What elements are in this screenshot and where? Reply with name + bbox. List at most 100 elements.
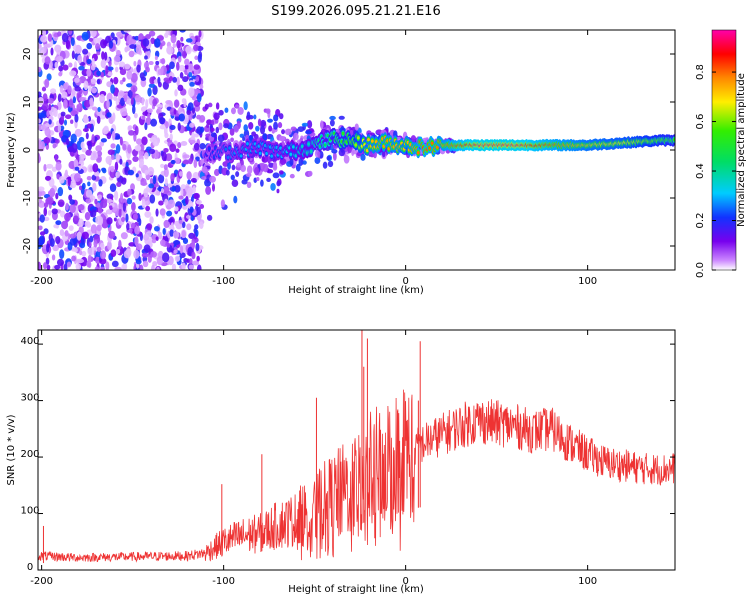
heatmap-noise-cell	[49, 238, 55, 247]
heatmap-noise-cell	[165, 99, 173, 105]
heatmap-noise-cell	[48, 103, 52, 111]
heatmap-noise-cell	[178, 113, 185, 122]
x-tick-label: -100	[212, 576, 235, 587]
heatmap-noise-cell	[61, 32, 69, 43]
heatmap-fuzz-cell	[276, 188, 280, 194]
heatmap-noise-cell	[159, 124, 167, 130]
heatmap-ridge-core	[382, 144, 386, 148]
heatmap-fuzz-cell	[231, 164, 236, 171]
heatmap-fuzz-cell	[281, 129, 286, 135]
heatmap-fuzz-cell	[225, 169, 230, 176]
heatmap-noise-cell	[178, 219, 184, 224]
heatmap-noise-cell	[60, 111, 66, 117]
heatmap-fuzz-cell	[217, 134, 225, 143]
heatmap-noise-cell	[43, 43, 47, 54]
heatmap-noise-cell	[193, 44, 199, 52]
heatmap-ridge-core	[246, 142, 249, 146]
heatmap-noise-cell	[151, 238, 157, 244]
heatmap-fuzz-cell	[295, 163, 301, 172]
heatmap-noise-cell	[88, 241, 92, 248]
heatmap-noise-cell	[177, 55, 182, 63]
heatmap-noise-cell	[79, 242, 86, 249]
heatmap-noise-cell	[118, 208, 122, 218]
heatmap-noise-cell	[145, 98, 149, 109]
heatmap-noise-cell	[171, 263, 177, 270]
heatmap-noise-cell	[112, 112, 116, 122]
heatmap-noise-cell	[164, 198, 169, 206]
heatmap-noise-cell	[169, 124, 176, 131]
heatmap-noise-cell	[139, 143, 145, 152]
heatmap-noise-cell	[193, 64, 200, 70]
y-tick-label: 0	[22, 147, 33, 153]
heatmap-fuzz-cell	[298, 157, 304, 167]
heatmap-noise-cell	[178, 171, 183, 177]
heatmap-fuzz-cell	[273, 121, 278, 130]
heatmap-noise-cell	[163, 167, 169, 178]
heatmap-noise-cell	[172, 43, 176, 48]
heatmap-noise-cell	[140, 181, 148, 186]
heatmap-noise-cell	[91, 57, 95, 67]
heatmap-noise-cell	[89, 97, 94, 107]
heatmap-noise-cell	[53, 224, 60, 229]
heatmap-noise-cell	[184, 58, 190, 66]
heatmap-noise-cell	[109, 165, 115, 173]
heatmap-noise-cell	[116, 248, 121, 254]
heatmap-noise-cell	[174, 206, 179, 212]
heatmap-noise-cell	[181, 262, 186, 270]
heatmap-fuzz-cell	[206, 119, 213, 125]
heatmap-noise-cell	[88, 37, 94, 42]
heatmap-noise-cell	[153, 225, 160, 232]
heatmap-fuzz-cell	[206, 123, 210, 128]
heatmap-noise-cell	[145, 205, 151, 212]
heatmap-noise-cell	[59, 229, 65, 237]
heatmap-noise-cell	[78, 136, 85, 143]
heatmap-noise-cell	[96, 150, 103, 157]
heatmap-noise-cell	[172, 76, 178, 83]
heatmap-noise-cell	[191, 131, 195, 140]
heatmap-noise-cell	[124, 166, 129, 173]
heatmap-noise-cell	[107, 71, 113, 77]
heatmap-noise-cell	[44, 78, 50, 89]
heatmap-ridge-core	[291, 145, 295, 149]
heatmap-noise-cell	[166, 45, 174, 55]
heatmap-noise-cell	[118, 91, 125, 97]
heatmap-noise-cell	[106, 81, 113, 88]
heatmap-noise-cell	[188, 71, 193, 78]
heatmap-noise-cell	[55, 235, 61, 245]
heatmap-fuzz-cell	[320, 120, 324, 130]
heatmap-fuzz-cell	[267, 118, 273, 123]
heatmap-fuzz-cell	[248, 121, 254, 130]
heatmap-noise-cell	[194, 224, 199, 230]
heatmap-noise-cell	[130, 96, 134, 106]
heatmap-noise-cell	[53, 108, 58, 118]
heatmap-noise-cell	[195, 205, 199, 212]
heatmap-noise-cell	[145, 66, 150, 73]
heatmap-noise-cell	[113, 95, 118, 101]
heatmap-noise-cell	[81, 250, 87, 257]
heatmap-noise-cell	[165, 30, 169, 36]
heatmap-noise-cell	[102, 168, 107, 174]
heatmap-ridge-core	[428, 146, 432, 150]
heatmap-noise-cell	[169, 143, 177, 153]
heatmap-noise-cell	[169, 133, 173, 141]
heatmap-fuzz-cell	[284, 128, 292, 136]
heatmap-noise-cell	[74, 166, 80, 171]
heatmap-noise-cell	[74, 247, 78, 253]
heatmap-noise-cell	[180, 187, 184, 198]
heatmap-fuzz-cell	[205, 186, 212, 195]
heatmap-fuzz-cell	[211, 183, 216, 192]
heatmap-noise-cell	[158, 117, 166, 125]
heatmap-noise-cell	[196, 93, 202, 103]
heatmap-noise-cell	[69, 237, 77, 246]
heatmap-noise-cell	[109, 183, 117, 192]
heatmap-fuzz-cell	[262, 133, 268, 141]
heatmap-noise-cell	[186, 171, 192, 180]
y-tick-label: 400	[20, 336, 39, 347]
heatmap-ridge-core	[214, 146, 218, 150]
heatmap-noise-cell	[134, 225, 141, 235]
heatmap-noise-cell	[90, 209, 97, 218]
heatmap-noise-cell	[59, 84, 64, 94]
heatmap-fuzz-cell	[229, 128, 235, 136]
heatmap-noise-cell	[161, 188, 165, 194]
heatmap-noise-cell	[78, 96, 86, 102]
